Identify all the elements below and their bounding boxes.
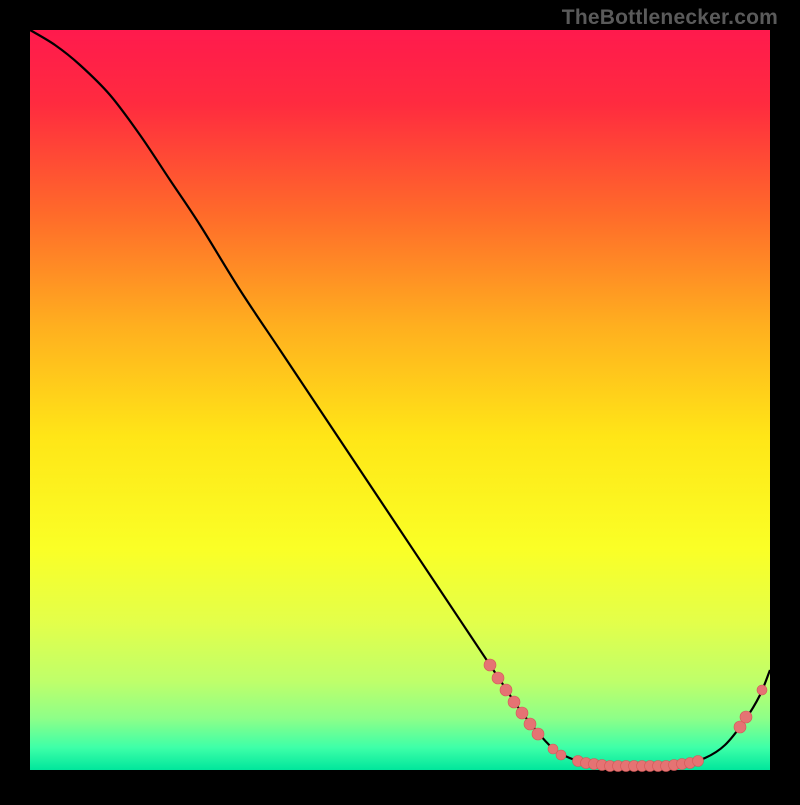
- marker-dot: [693, 756, 704, 767]
- plot-background: [30, 30, 770, 770]
- watermark-text: TheBottlenecker.com: [562, 6, 778, 30]
- marker-dot: [484, 659, 496, 671]
- marker-dot: [740, 711, 752, 723]
- bottleneck-chart: TheBottlenecker.com: [0, 0, 800, 800]
- marker-dot: [508, 696, 520, 708]
- marker-dot: [757, 685, 767, 695]
- marker-dot: [492, 672, 504, 684]
- marker-dot: [524, 718, 536, 730]
- marker-dot: [532, 728, 544, 740]
- marker-dot: [516, 707, 528, 719]
- marker-dot: [500, 684, 512, 696]
- marker-dot: [556, 750, 566, 760]
